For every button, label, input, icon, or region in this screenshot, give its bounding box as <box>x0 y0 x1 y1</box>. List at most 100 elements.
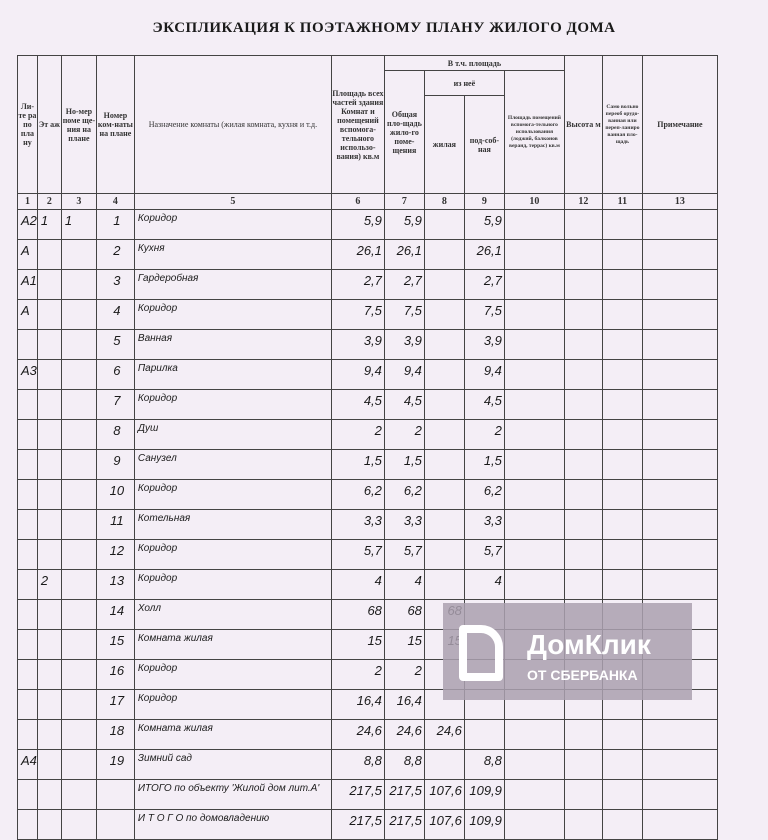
header-room-number: Номер ком-наты на плане <box>95 55 135 194</box>
room-purpose-cell: Парилка <box>133 359 332 390</box>
redeveloped-cell <box>601 509 643 540</box>
premise-number-cell <box>60 449 97 480</box>
room-number-cell: 4 <box>95 299 135 330</box>
redeveloped-cell <box>601 209 643 240</box>
room-purpose-cell: И Т О Г О по домовладению <box>133 809 332 840</box>
room-purpose-cell: Комната жилая <box>133 629 332 660</box>
redeveloped-cell <box>601 419 643 450</box>
total-area-cell: 3,9 <box>330 329 385 360</box>
total-area-cell: 9,4 <box>330 359 385 390</box>
redeveloped-cell <box>601 539 643 570</box>
premise-number-cell <box>60 809 97 840</box>
room-purpose-cell: Коридор <box>133 389 332 420</box>
room-number-cell: 2 <box>95 239 135 270</box>
auxiliary-area-cell <box>503 479 565 510</box>
floor-cell <box>36 389 62 420</box>
litera-cell <box>17 809 38 840</box>
table-row: 11 Котельная 3,3 3,3 3,3 <box>17 509 718 540</box>
note-cell <box>641 479 718 510</box>
living-total-area-cell: 24,6 <box>383 719 425 750</box>
litera-cell <box>17 599 38 630</box>
room-number-cell: 3 <box>95 269 135 300</box>
living-area-cell <box>423 419 465 450</box>
note-cell <box>641 269 718 300</box>
total-area-cell: 24,6 <box>330 719 385 750</box>
premise-number-cell <box>60 299 97 330</box>
litera-cell <box>17 479 38 510</box>
premise-number-cell <box>60 239 97 270</box>
header-floor: Эт аж <box>36 55 62 194</box>
header-total-area: Площадь всех частей здания Комнат и поме… <box>330 55 385 194</box>
note-cell <box>641 419 718 450</box>
living-total-area-cell: 217,5 <box>383 779 425 810</box>
living-total-area-cell: 5,9 <box>383 209 425 240</box>
room-number-cell: 10 <box>95 479 135 510</box>
living-total-area-cell: 7,5 <box>383 299 425 330</box>
floor-cell <box>36 449 62 480</box>
floor-cell <box>36 239 62 270</box>
note-cell <box>641 389 718 420</box>
note-cell <box>641 359 718 390</box>
floor-cell <box>36 659 62 690</box>
litera-cell <box>17 509 38 540</box>
living-area-cell <box>423 209 465 240</box>
room-number-cell: 16 <box>95 659 135 690</box>
domclick-watermark: ДомКлик ОТ СБЕРБАНКА <box>443 603 692 700</box>
premise-number-cell <box>60 419 97 450</box>
litera-cell <box>17 329 38 360</box>
total-area-cell: 4,5 <box>330 389 385 420</box>
table-row: А1 3 Гардеробная 2,7 2,7 2,7 <box>17 269 718 300</box>
height-cell <box>563 359 603 390</box>
premise-number-cell <box>60 509 97 540</box>
room-number-cell: 8 <box>95 419 135 450</box>
floor-cell <box>36 479 62 510</box>
premise-number-cell <box>60 569 97 600</box>
house-logo-icon <box>459 625 503 681</box>
redeveloped-cell <box>601 719 643 750</box>
table-row: 18 Комната жилая 24,6 24,6 24,6 <box>17 719 718 750</box>
watermark-sub: ОТ СБЕРБАНКА <box>527 667 638 683</box>
premise-number-cell <box>60 329 97 360</box>
utility-area-cell: 26,1 <box>463 239 505 270</box>
column-number: 10 <box>503 193 565 210</box>
auxiliary-area-cell <box>503 539 565 570</box>
note-cell <box>641 449 718 480</box>
redeveloped-cell <box>601 269 643 300</box>
floor-cell <box>36 359 62 390</box>
auxiliary-area-cell <box>503 209 565 240</box>
total-area-cell: 16,4 <box>330 689 385 720</box>
auxiliary-area-cell <box>503 569 565 600</box>
redeveloped-cell <box>601 479 643 510</box>
total-area-cell: 7,5 <box>330 299 385 330</box>
note-cell <box>641 749 718 780</box>
room-number-cell: 19 <box>95 749 135 780</box>
living-area-cell <box>423 269 465 300</box>
total-area-cell: 3,3 <box>330 509 385 540</box>
total-area-cell: 6,2 <box>330 479 385 510</box>
total-area-cell: 217,5 <box>330 809 385 840</box>
litera-cell: А4 <box>17 749 38 780</box>
litera-cell <box>17 779 38 810</box>
room-number-cell: 17 <box>95 689 135 720</box>
watermark-brand: ДомКлик <box>527 629 651 660</box>
room-purpose-cell: Зимний сад <box>133 749 332 780</box>
living-area-cell <box>423 449 465 480</box>
premise-number-cell: 1 <box>60 209 97 240</box>
auxiliary-area-cell <box>503 329 565 360</box>
total-area-cell: 68 <box>330 599 385 630</box>
room-purpose-cell: Душ <box>133 419 332 450</box>
utility-area-cell: 7,5 <box>463 299 505 330</box>
height-cell <box>563 509 603 540</box>
redeveloped-cell <box>601 329 643 360</box>
living-area-cell <box>423 329 465 360</box>
note-cell <box>641 329 718 360</box>
living-area-cell <box>423 569 465 600</box>
table-row: А4 19 Зимний сад 8,8 8,8 8,8 <box>17 749 718 780</box>
utility-area-cell: 3,3 <box>463 509 505 540</box>
column-number: 7 <box>383 193 425 210</box>
column-number: 4 <box>95 193 135 210</box>
litera-cell: А <box>17 239 38 270</box>
living-total-area-cell: 68 <box>383 599 425 630</box>
room-purpose-cell: Коридор <box>133 479 332 510</box>
room-purpose-cell: Коридор <box>133 539 332 570</box>
